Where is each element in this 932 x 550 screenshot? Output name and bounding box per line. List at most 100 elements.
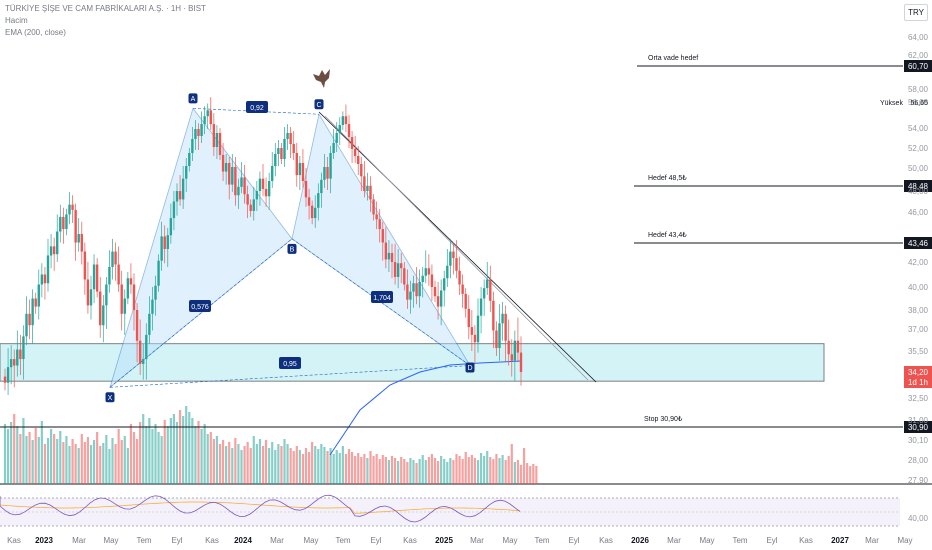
candle-body [329,153,332,179]
candle-body [6,367,10,383]
volume-bar [261,446,265,484]
pattern-point-d [465,362,475,373]
volume-bar [433,458,437,484]
volume-bar [102,443,105,484]
candle-body [464,293,467,309]
volume-bar [59,431,62,484]
volume-bar [467,457,470,484]
candle-body [286,133,289,139]
volume-bar [516,460,520,484]
candle-body [449,251,452,266]
candle-body [479,298,483,316]
x-axis-tick: Mar [667,536,681,545]
volume-bar [243,446,246,484]
volume-bar [111,438,114,484]
volume-bar [252,436,255,484]
volume-bar [31,440,34,484]
candle-body [197,129,200,136]
ratio-xab-bg [189,300,211,312]
volume-bar [532,464,535,484]
candle-body [68,204,71,215]
volume-bar [160,436,163,484]
pattern-point-label: B [290,246,295,253]
volume-bar [197,421,200,484]
candle-body [366,185,369,192]
candle-body [135,310,139,341]
x-axis-tick: Tem [335,536,350,545]
candle-body [492,300,495,331]
y-axis-tick: 46,00 [908,208,929,217]
currency-button[interactable]: TRY [904,4,928,21]
ema-line [329,360,522,456]
volume-bar [10,422,13,484]
volume-bar [292,451,295,484]
volume-bar [375,454,378,484]
volume-bar [406,462,409,484]
volume-bar [387,460,391,484]
volume-bar [135,439,139,484]
candle-body [513,340,517,361]
x-axis-tick: 2024 [234,536,252,545]
volume-bar [301,454,305,484]
y-axis-tick: 31,00 [908,416,929,425]
volume-bar [378,459,381,484]
volume-bar [526,463,529,484]
candle-body [148,313,151,335]
volume-bar [182,416,185,484]
candle-body [185,166,188,179]
volume-bar [495,454,498,484]
candle-body [83,251,87,280]
y-axis-tick: 58,00 [908,85,929,94]
candle-body [37,284,40,307]
candle-body [234,167,237,196]
volume-bar [323,447,326,484]
candle-body [138,340,142,364]
volume-bar [427,457,430,484]
volume-bar [258,439,262,484]
level-price-text: 30,90 [908,423,929,432]
volume-bar [74,444,77,484]
pattern-point-label: A [191,96,196,103]
candle-body [74,209,77,243]
volume-indicator-label[interactable]: Hacim [5,16,28,25]
volume-bar [264,440,268,484]
x-axis-tick: Kas [403,536,417,545]
level-price-tag [904,421,932,433]
volume-bar [483,456,486,484]
candle-body [49,246,53,256]
volume-bar [108,449,111,484]
pattern-bd-line [291,238,471,366]
y-axis-tick: 40,00 [908,283,929,292]
volume-bar [92,440,96,484]
volume-bar [449,458,452,484]
volume-bar [237,444,240,484]
volume-bar [169,418,172,484]
candle-body [132,284,136,310]
candle-body [323,167,326,180]
candle-body [476,315,480,343]
pattern-point-label: D [467,365,472,372]
candle-body [298,163,302,176]
candle-body [452,251,455,259]
ema-indicator-label[interactable]: EMA (200, close) [5,28,66,37]
candle-body [427,268,431,275]
volume-bar [83,442,86,484]
y-axis-tick: 27,90 [908,476,929,485]
last-price-tag [904,366,932,388]
candle-body [16,349,19,366]
x-axis-tick: Mar [270,536,284,545]
x-axis-tick: Kas [205,536,219,545]
y-axis-tick: 64,00 [908,33,929,42]
volume-bar [347,449,351,484]
ratio-bcd-bg [371,291,393,303]
candle-body [280,148,283,159]
volume-bar [142,414,145,484]
candle-body [62,216,65,230]
volume-bar [461,459,464,484]
pattern-bcd [291,113,471,366]
volume-bar [228,442,231,484]
volume-bar [443,459,446,484]
x-axis-tick: Tem [534,536,549,545]
candle-body [335,133,338,143]
